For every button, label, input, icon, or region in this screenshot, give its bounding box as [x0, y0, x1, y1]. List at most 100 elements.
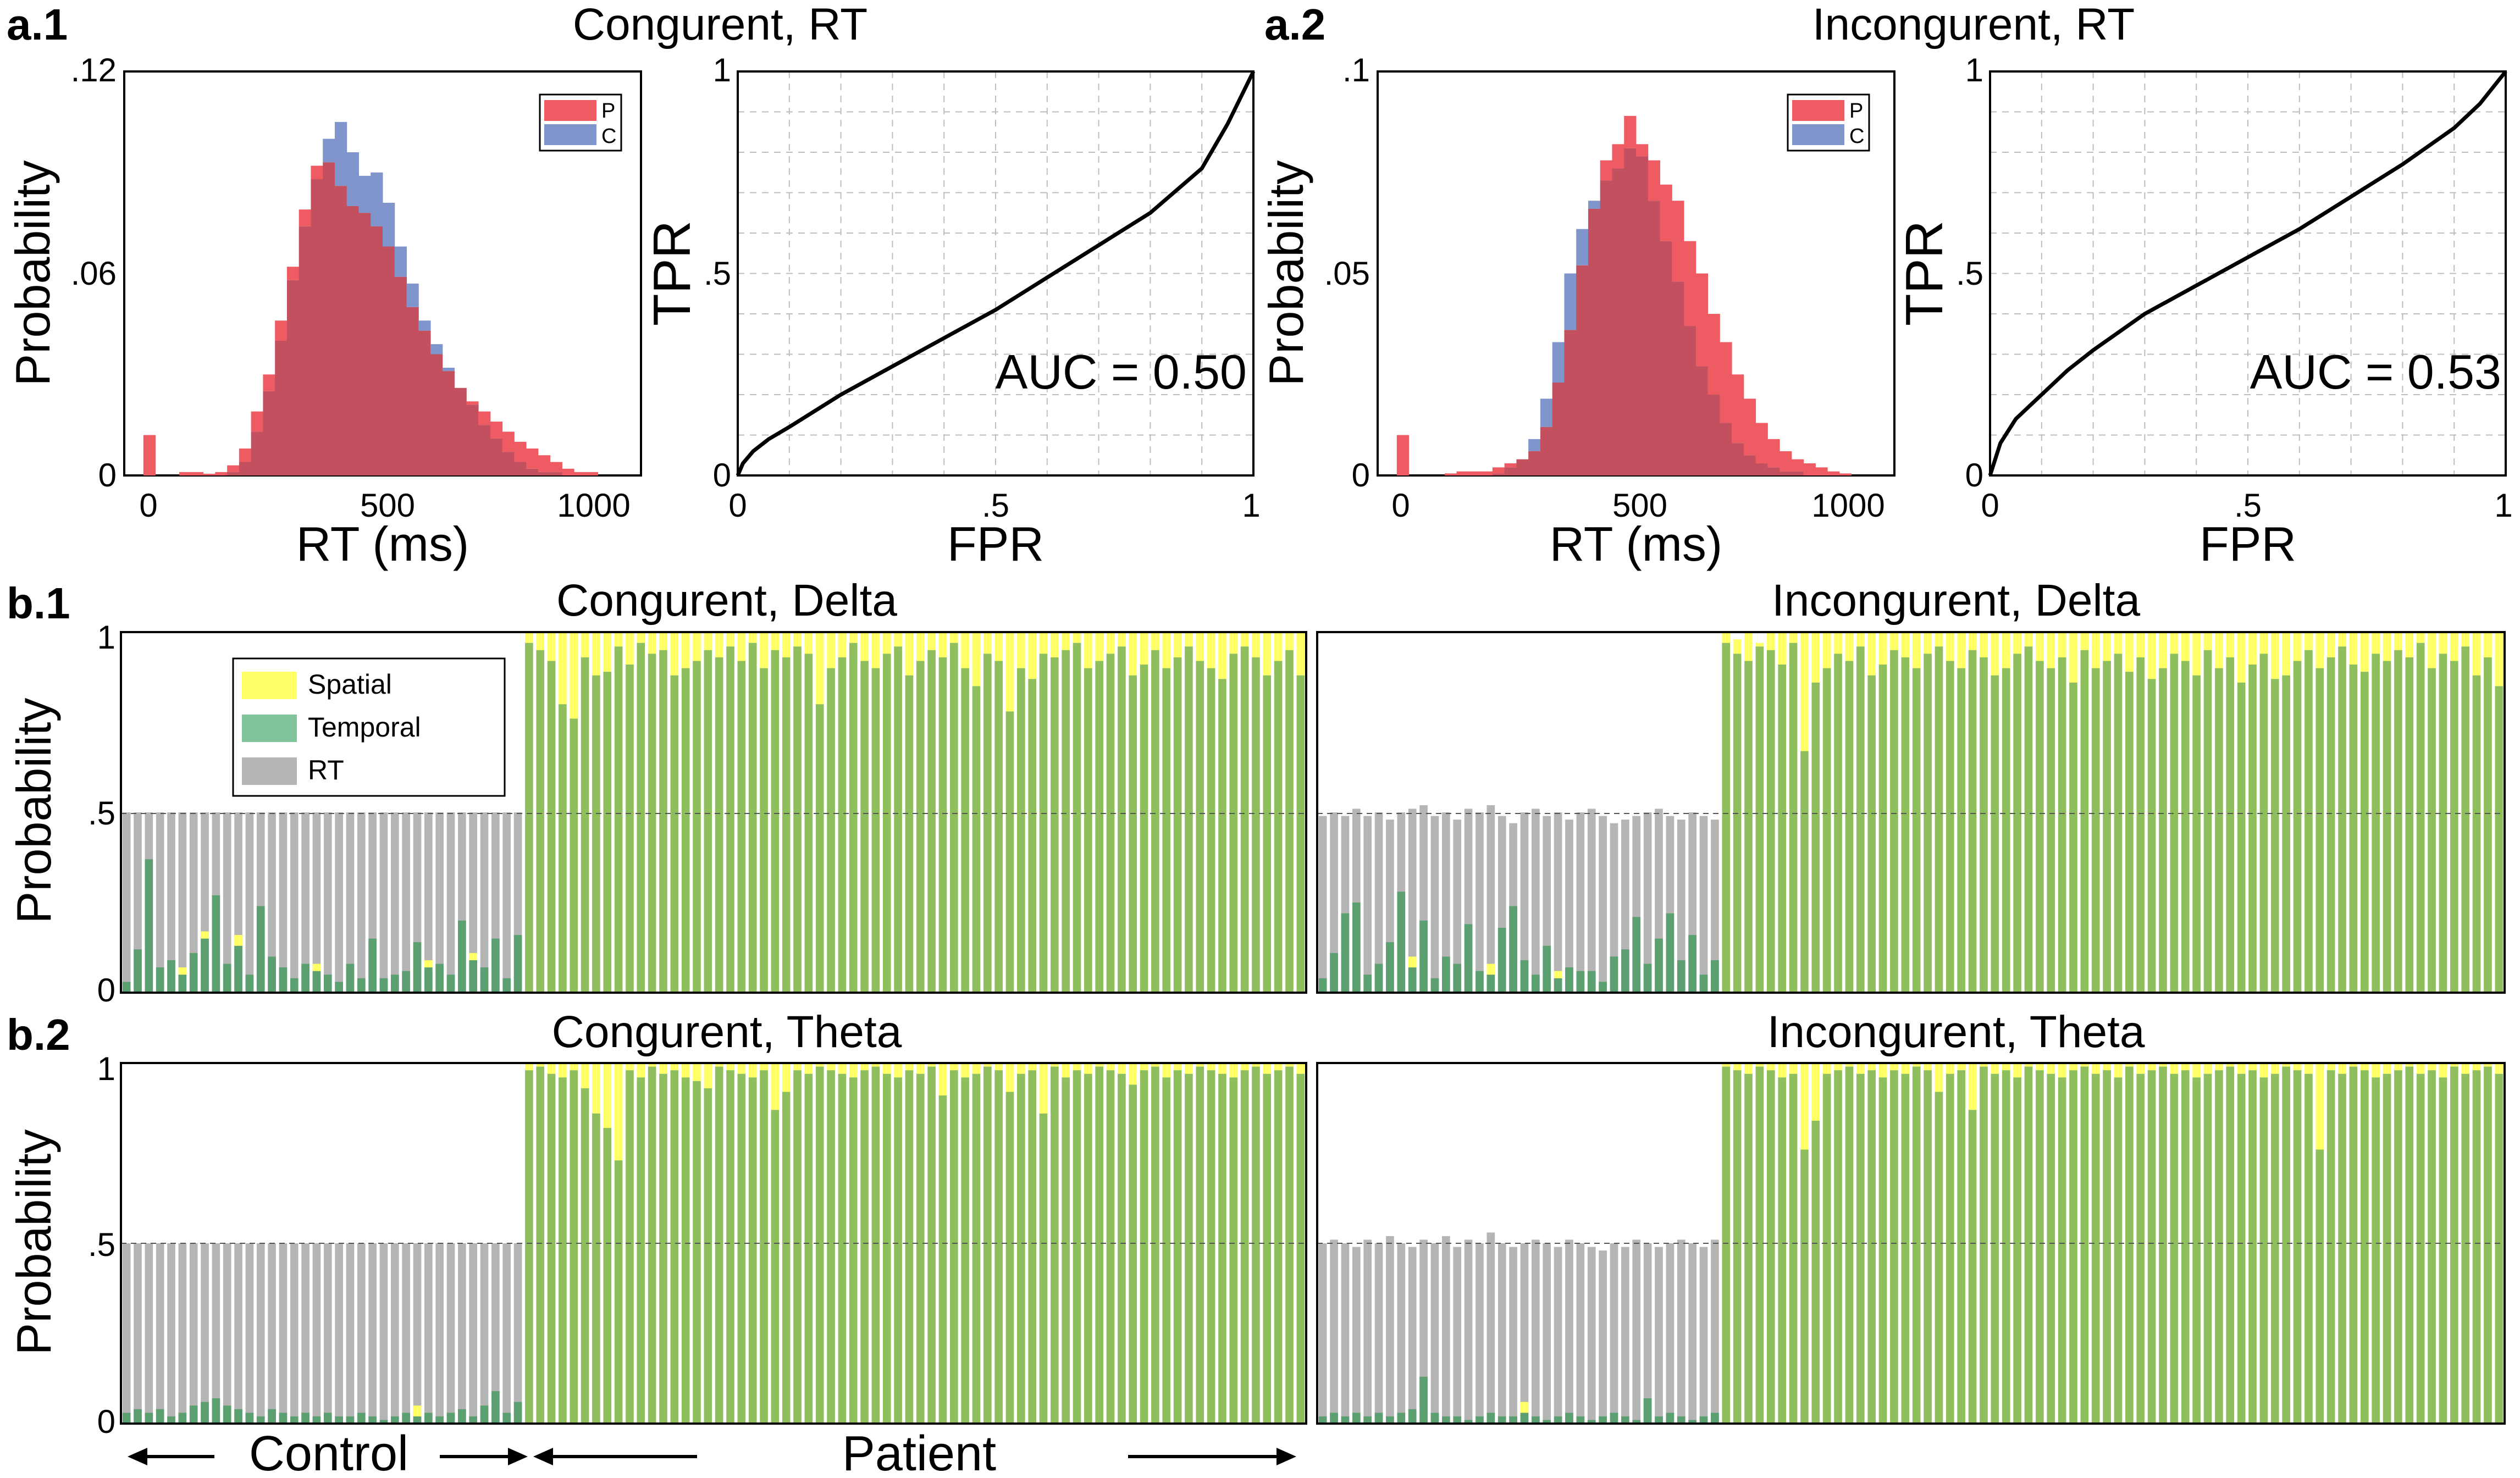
bar-rt: [312, 1243, 321, 1424]
bar-spatial: [2181, 1063, 2190, 1071]
bar-spatial: [2394, 632, 2402, 650]
bar-spatial: [525, 1063, 533, 1071]
bar-spatial: [748, 632, 757, 643]
bar-temporal: [1062, 650, 1070, 993]
bar-spatial: [2394, 1063, 2402, 1071]
bar-temporal: [2069, 1070, 2077, 1424]
panel-label-a2: a.2: [1264, 0, 1325, 49]
bar-spatial: [2248, 632, 2257, 665]
bar-rt: [1621, 1247, 1629, 1424]
histogram-bar: [526, 449, 539, 469]
bar-temporal: [1935, 646, 1943, 993]
bar-spatial: [1140, 632, 1148, 665]
bar-temporal: [693, 661, 701, 993]
bar-temporal: [1118, 646, 1126, 993]
bar-temporal: [290, 978, 299, 993]
bar-temporal: [2215, 668, 2223, 993]
bar-temporal: [525, 1070, 533, 1424]
bar-spatial: [2058, 1063, 2066, 1078]
bar-temporal: [1374, 964, 1383, 993]
bar-temporal: [1363, 975, 1372, 993]
bar-temporal: [1935, 1092, 1943, 1424]
bar-spatial: [1196, 632, 1204, 661]
bar-spatial: [2002, 632, 2010, 668]
bar-temporal: [1140, 1070, 1148, 1424]
bar-rt: [1599, 1250, 1607, 1424]
bar-temporal: [312, 1416, 321, 1424]
bar-rt: [1632, 1239, 1641, 1424]
bar-temporal: [2136, 657, 2145, 993]
bar-temporal: [704, 1088, 712, 1424]
bar-rt: [1520, 1243, 1529, 1424]
x-axis-label: FPR: [947, 517, 1044, 571]
bar-temporal: [2270, 1073, 2279, 1424]
bar-temporal: [1453, 1416, 1462, 1424]
bar-temporal: [771, 1110, 780, 1424]
bar-temporal: [1834, 654, 1842, 993]
bar-temporal: [346, 964, 355, 993]
bar-spatial: [693, 632, 701, 661]
legend-swatch-spatial: [242, 672, 297, 699]
bar-temporal: [1755, 646, 1764, 993]
control-arrow-right: [440, 1448, 528, 1465]
bar-spatial: [2349, 632, 2358, 665]
bar-spatial: [424, 960, 433, 968]
bar-spatial: [570, 632, 578, 719]
bar-temporal: [1039, 1113, 1048, 1424]
bar-spatial: [2091, 632, 2100, 668]
bar-temporal: [201, 1402, 209, 1424]
bar-temporal: [2136, 1073, 2145, 1424]
bar-temporal: [860, 661, 869, 993]
bar-temporal: [1196, 661, 1204, 993]
bar-temporal: [626, 665, 634, 993]
bar-spatial: [2069, 1063, 2077, 1071]
bar-temporal: [1185, 646, 1193, 993]
histogram-bar-overlap: [239, 462, 252, 475]
bar-spatial: [1062, 1063, 1070, 1078]
bar-temporal: [2461, 1073, 2470, 1424]
legend-label-temporal: Temporal: [308, 712, 421, 743]
bar-temporal: [435, 1416, 444, 1424]
bar-temporal: [1509, 1416, 1517, 1424]
bar-rt: [1677, 820, 1685, 993]
bar-temporal: [1565, 1413, 1573, 1424]
x-tick-label: 500: [1612, 487, 1667, 524]
bar-spatial: [1554, 971, 1562, 978]
bar-temporal: [2226, 1066, 2235, 1424]
histogram-bar-overlap: [1516, 459, 1529, 475]
bar-temporal: [1475, 1416, 1484, 1424]
bar-spatial: [961, 632, 969, 668]
histogram-bar: [1588, 201, 1601, 209]
bar-temporal: [1464, 924, 1473, 993]
histogram-bar: [514, 441, 527, 462]
bar-temporal: [760, 668, 768, 993]
bar-rt: [390, 812, 399, 993]
bar-spatial: [1856, 632, 1865, 647]
bar-spatial: [2416, 1063, 2425, 1074]
bar-rt: [491, 1243, 500, 1424]
bar-spatial: [1890, 632, 1898, 650]
bar-temporal: [2058, 1077, 2066, 1424]
bar-temporal: [1901, 657, 1910, 993]
bar-rt: [1374, 1243, 1383, 1424]
bar-temporal: [502, 978, 511, 993]
bar-spatial: [815, 1063, 824, 1067]
bar-rt: [156, 1243, 164, 1424]
bar-temporal: [1419, 920, 1428, 993]
bar-temporal: [972, 686, 981, 993]
bar-spatial: [648, 1063, 656, 1067]
bar-temporal: [379, 978, 388, 993]
bar-spatial: [2226, 1063, 2235, 1067]
bar-temporal: [592, 675, 600, 993]
histogram-bar: [1576, 229, 1589, 265]
histogram-bar-overlap: [526, 468, 539, 475]
bar-spatial: [2383, 1063, 2391, 1074]
bar-temporal: [1543, 1420, 1551, 1424]
bar-rt: [1374, 812, 1383, 993]
bar-spatial: [2125, 632, 2134, 672]
bar-rt: [502, 1243, 511, 1424]
histogram-bar-overlap: [1624, 148, 1637, 475]
bar-temporal: [782, 657, 791, 993]
bar-spatial: [536, 632, 545, 650]
histogram-bar-overlap: [1648, 201, 1661, 475]
